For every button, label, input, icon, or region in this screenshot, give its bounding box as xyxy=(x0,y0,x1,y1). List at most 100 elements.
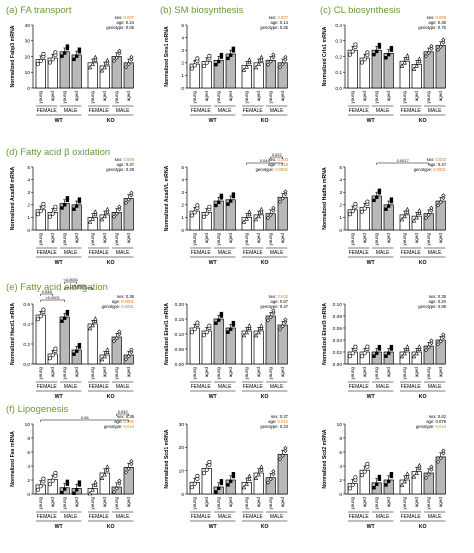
y-axis-label: Normalized Crls1 mRNA xyxy=(322,26,328,86)
genotype-group-label: KO xyxy=(107,118,115,124)
data-point xyxy=(214,203,218,208)
data-point xyxy=(129,190,134,195)
y-tick-label: 0.10 xyxy=(175,332,185,338)
x-tick-label: young xyxy=(114,497,119,510)
sex-group-label: FEMALE xyxy=(37,108,58,114)
x-tick-label: young xyxy=(268,233,273,246)
x-tick-label: young xyxy=(62,497,67,510)
stat-value: 0.002 xyxy=(436,157,447,162)
sex-group-label: MALE xyxy=(116,384,130,390)
y-tick-label: 0 xyxy=(27,86,30,92)
data-point xyxy=(202,333,207,338)
data-point xyxy=(429,43,434,49)
data-point xyxy=(405,474,410,479)
significance-bracket xyxy=(64,287,93,290)
stat-key: age: xyxy=(271,20,280,25)
y-axis-label: Normalized Scd2 mRNA xyxy=(322,429,328,488)
sex-group-label: MALE xyxy=(270,250,284,256)
x-tick-label: young xyxy=(402,497,407,510)
y-tick-label: 0.2 xyxy=(23,342,30,348)
data-point xyxy=(35,212,40,217)
stat-key: sex: xyxy=(269,15,278,20)
stat-line: sex: 0.36 xyxy=(117,294,135,299)
data-point xyxy=(241,219,247,224)
stat-key: genotype: xyxy=(102,304,122,309)
data-point xyxy=(389,472,394,476)
y-tick-label: 4 xyxy=(339,177,342,183)
data-point xyxy=(417,344,422,349)
section-label-b: (b) SM biosynthesis xyxy=(160,5,244,16)
data-point xyxy=(244,481,249,486)
x-tick-label: aged xyxy=(256,91,261,102)
x-tick-label: young xyxy=(62,233,67,246)
x-tick-label: young xyxy=(402,233,407,246)
x-tick-label: aged xyxy=(126,233,131,244)
sex-group-label: MALE xyxy=(428,108,442,114)
data-point xyxy=(219,196,224,200)
data-point xyxy=(99,475,105,480)
x-tick-label: young xyxy=(402,367,407,380)
stat-key: sex: xyxy=(269,294,278,299)
data-point xyxy=(414,350,419,356)
data-point xyxy=(389,199,394,204)
data-point xyxy=(417,58,422,64)
data-point xyxy=(414,63,419,68)
stat-line: genotype: 0.47 xyxy=(260,304,288,309)
sex-group-label: MALE xyxy=(270,384,284,390)
data-point xyxy=(426,212,431,218)
data-point xyxy=(72,352,76,356)
data-point xyxy=(93,482,98,487)
data-point xyxy=(114,486,119,491)
data-point xyxy=(117,331,122,337)
stat-key: sex: xyxy=(115,15,124,20)
stat-key: genotype: xyxy=(418,304,438,309)
data-point xyxy=(87,490,93,496)
data-point xyxy=(190,330,195,335)
data-point xyxy=(253,216,259,222)
data-point xyxy=(75,488,79,492)
data-point xyxy=(399,216,405,222)
data-point xyxy=(402,350,407,356)
x-tick-label: young xyxy=(62,367,67,380)
data-point xyxy=(414,470,419,476)
data-point xyxy=(384,56,388,60)
data-point xyxy=(271,205,276,211)
x-tick-label: aged xyxy=(280,233,285,244)
stat-line: sex: 0.002 xyxy=(427,157,447,162)
data-point xyxy=(244,329,249,335)
data-point xyxy=(219,479,224,483)
data-point xyxy=(229,199,233,203)
significance-label: 0.06 xyxy=(81,415,90,420)
genotype-group-label: WT xyxy=(209,524,218,530)
x-tick-label: aged xyxy=(74,367,79,378)
y-tick-label: 2 xyxy=(339,203,342,209)
data-point xyxy=(129,458,134,464)
data-point xyxy=(247,59,252,65)
y-tick-label: 0.1 xyxy=(335,70,342,76)
x-tick-label: young xyxy=(268,91,273,104)
data-point xyxy=(259,464,264,469)
stat-value: 0.0001 xyxy=(433,167,446,172)
stat-value: 0.0001 xyxy=(121,299,134,304)
data-point xyxy=(387,204,391,208)
data-point xyxy=(377,45,382,49)
data-point xyxy=(402,60,407,65)
x-tick-label: aged xyxy=(414,91,419,102)
data-point xyxy=(231,320,236,325)
x-tick-label: young xyxy=(426,367,431,380)
data-point xyxy=(283,189,288,194)
data-point xyxy=(195,203,200,208)
stat-value: 0.001 xyxy=(124,419,135,424)
significance-label: 0.044 xyxy=(260,158,271,163)
sex-group-label: FEMALE xyxy=(191,384,212,390)
x-tick-label: aged xyxy=(228,233,233,244)
data-point xyxy=(123,65,129,70)
y-tick-label: 8 xyxy=(339,436,342,442)
stat-key: genotype: xyxy=(260,424,280,429)
data-point xyxy=(259,209,264,214)
x-tick-label: aged xyxy=(204,367,209,378)
stat-line: age: 0.018 xyxy=(268,162,288,167)
data-point xyxy=(423,475,429,481)
data-point xyxy=(375,49,379,54)
stat-line: sex: 0.37 xyxy=(271,414,289,419)
